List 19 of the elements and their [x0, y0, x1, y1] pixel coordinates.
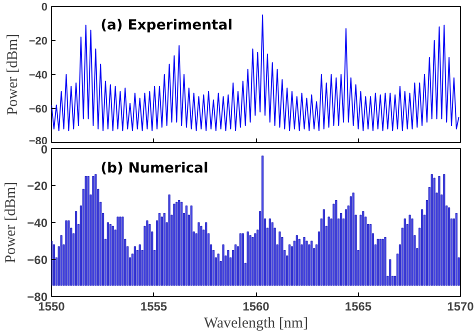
- y-tick-label: −20: [28, 36, 48, 48]
- x-tick-label: 1560: [242, 300, 270, 314]
- y-axis-title: Power [dBm]: [4, 34, 21, 116]
- x-tick-label: 1565: [344, 300, 372, 314]
- y-tick-label: −40: [27, 216, 48, 230]
- x-tick-label: 1570: [447, 300, 474, 314]
- y-tick-label: −20: [27, 179, 48, 193]
- annotation: (a) Experimental: [100, 17, 232, 34]
- x-tick-label: 1555: [140, 300, 168, 314]
- y-tick-label: −60: [28, 104, 48, 116]
- line-series: [52, 14, 460, 132]
- y-tick-label: −40: [28, 70, 48, 82]
- x-axis-title: Wavelength [nm]: [204, 316, 308, 332]
- annotation: (b) Numerical: [100, 160, 208, 176]
- y-tick-label: 0: [40, 142, 48, 156]
- y-axis-title: Power [dBm]: [3, 182, 20, 264]
- x-tick-label: 1550: [38, 300, 66, 314]
- y-tick-label: 0: [41, 2, 48, 14]
- y-tick-label: −60: [27, 253, 48, 267]
